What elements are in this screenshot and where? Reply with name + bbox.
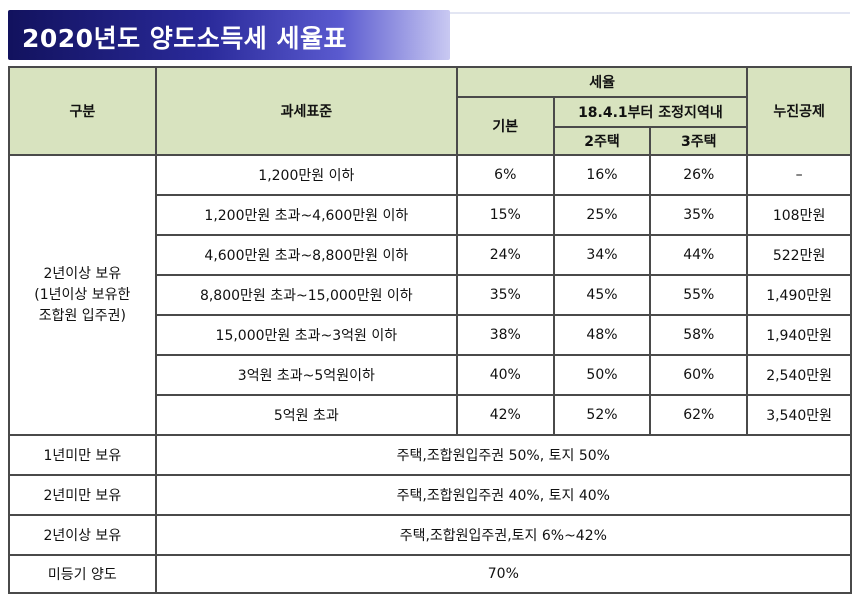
table-row: 1,200만원 초과~4,600만원 이하 15% 25% 35% 108만원: [9, 194, 852, 236]
holding-period-rate: 주택,조합원입주권,토지 6%~42%: [154, 514, 852, 556]
bracket-range: 8,800만원 초과~15,000만원 이하: [154, 274, 459, 316]
rate-3house: 58%: [649, 314, 749, 356]
table-row: 4,600만원 초과~8,800만원 이하 24% 34% 44% 522만원: [9, 234, 852, 276]
tax-rate-table: 구분 과세표준 세율 누진공제 기본 18.4.1부터 조정지역내 2주택 3주…: [8, 66, 852, 594]
table-row: 2년이상 보유 (1년이상 보유한 조합원 입주권) 1,200만원 이하 6%…: [8, 154, 852, 436]
rate-2house: 16%: [552, 154, 652, 196]
long-hold-label: 2년이상 보유 (1년이상 보유한 조합원 입주권): [8, 154, 157, 436]
bracket-range: 1,200만원 초과~4,600만원 이하: [154, 194, 459, 236]
rate-basic: 40%: [456, 354, 555, 396]
header-deduction: 누진공제: [746, 66, 852, 156]
header-house2: 2주택: [552, 126, 652, 156]
rate-2house: 48%: [552, 314, 652, 356]
header-category: 구분: [8, 66, 157, 156]
page-title: 2020년도 양도소득세 세율표: [22, 24, 347, 53]
header-tax-base: 과세표준: [154, 66, 459, 156]
holding-period-label: 1년미만 보유: [8, 434, 157, 476]
bracket-range: 4,600만원 초과~8,800만원 이하: [154, 234, 459, 276]
rate-3house: 55%: [649, 274, 749, 316]
rate-3house: 60%: [649, 354, 749, 396]
long-hold-label-line: 2년이상 보유: [43, 265, 122, 282]
progressive-deduction: 108만원: [746, 194, 852, 236]
rate-basic: 38%: [456, 314, 555, 356]
rate-3house: 26%: [649, 154, 749, 196]
long-hold-label-line: 조합원 입주권): [38, 307, 126, 324]
header-house3: 3주택: [649, 126, 749, 156]
rate-2house: 25%: [552, 194, 652, 236]
bracket-range: 15,000만원 초과~3억원 이하: [154, 314, 459, 356]
header-tax-rate: 세율: [456, 66, 749, 98]
rate-basic: 42%: [456, 394, 555, 436]
rate-basic: 15%: [456, 194, 555, 236]
table-row: 1년미만 보유 주택,조합원입주권 50%, 토지 50%: [8, 434, 852, 476]
rate-2house: 45%: [552, 274, 652, 316]
table-row: 2년이상 보유 주택,조합원입주권,토지 6%~42%: [8, 514, 852, 556]
bracket-range: 5억원 초과: [154, 394, 459, 436]
holding-period-label: 2년이상 보유: [8, 514, 157, 556]
table-row: 5억원 초과 42% 52% 62% 3,540만원: [9, 394, 852, 436]
progressive-deduction: 2,540만원: [746, 354, 852, 396]
rate-2house: 50%: [552, 354, 652, 396]
table-row: 미등기 양도 70%: [8, 554, 852, 594]
long-hold-label-line: (1년이상 보유한: [34, 286, 131, 303]
holding-period-label: 미등기 양도: [8, 554, 157, 594]
bracket-range: 3억원 초과~5억원이하: [154, 354, 459, 396]
rate-3house: 35%: [649, 194, 749, 236]
rate-basic: 24%: [456, 234, 555, 276]
progressive-deduction: 1,490만원: [746, 274, 852, 316]
rate-3house: 44%: [649, 234, 749, 276]
rate-2house: 34%: [552, 234, 652, 276]
header-adjusted-area: 18.4.1부터 조정지역내: [552, 96, 749, 128]
holding-period-rate: 70%: [154, 554, 852, 594]
bracket-range: 1,200만원 이하: [154, 154, 459, 196]
progressive-deduction: 3,540만원: [746, 394, 852, 436]
header-divider: [450, 12, 850, 14]
header-basic: 기본: [456, 96, 555, 156]
progressive-deduction: 522만원: [746, 234, 852, 276]
progressive-deduction: –: [746, 154, 852, 196]
rate-basic: 35%: [456, 274, 555, 316]
table-row: 2년미만 보유 주택,조합원입주권 40%, 토지 40%: [8, 474, 852, 516]
holding-period-rate: 주택,조합원입주권 40%, 토지 40%: [154, 474, 852, 516]
rate-basic: 6%: [456, 154, 555, 196]
holding-period-label: 2년미만 보유: [8, 474, 157, 516]
rate-2house: 52%: [552, 394, 652, 436]
table-row: 3억원 초과~5억원이하 40% 50% 60% 2,540만원: [9, 354, 852, 396]
table-row: 8,800만원 초과~15,000만원 이하 35% 45% 55% 1,490…: [9, 274, 852, 316]
progressive-deduction: 1,940만원: [746, 314, 852, 356]
holding-period-rate: 주택,조합원입주권 50%, 토지 50%: [154, 434, 852, 476]
rate-3house: 62%: [649, 394, 749, 436]
table-row: 15,000만원 초과~3억원 이하 38% 48% 58% 1,940만원: [9, 314, 852, 356]
title-banner: 2020년도 양도소득세 세율표: [8, 10, 450, 60]
